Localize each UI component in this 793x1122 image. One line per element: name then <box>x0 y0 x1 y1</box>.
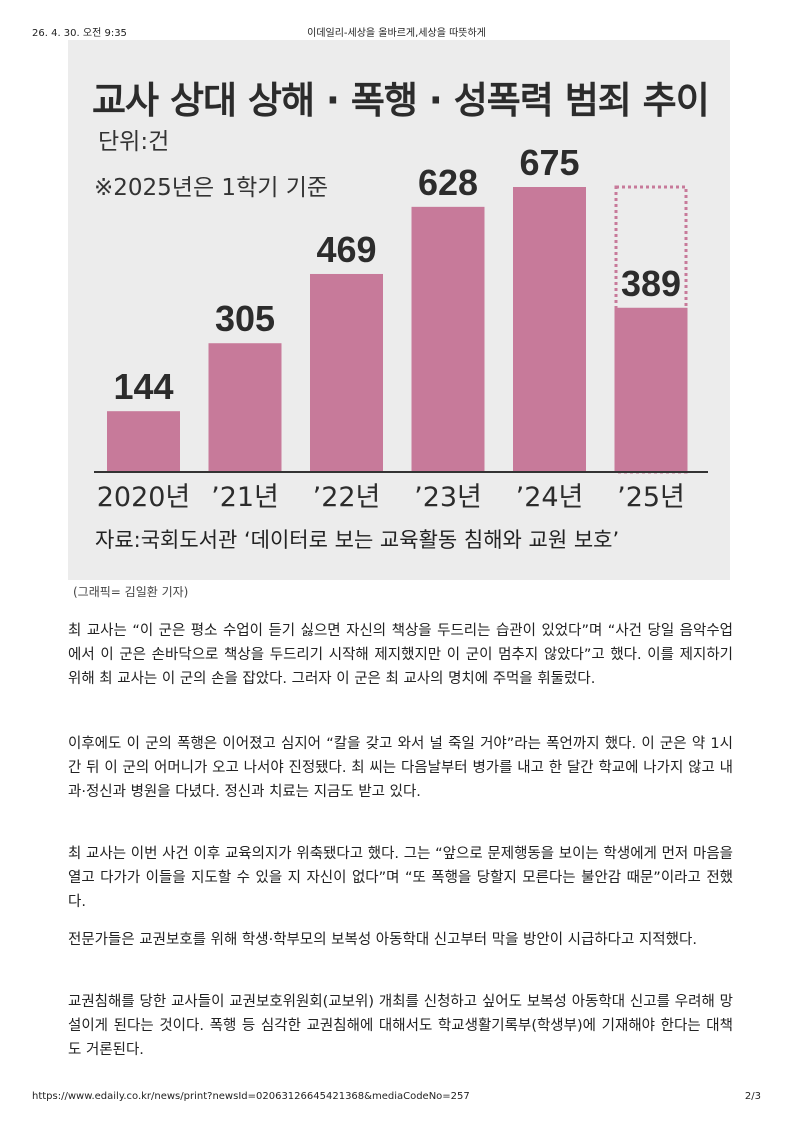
bar-value-label: 469 <box>316 229 376 270</box>
bar <box>310 273 383 472</box>
bar-value-label: 305 <box>215 298 275 339</box>
bar-chart-figure: 144 2020년 305 ’21년 469 ’22년 628 ’23년 675 ’24년 389 ’… <box>68 40 730 580</box>
chart-title: 교사 상대 상해 · 폭행 · 성폭력 범죄 추이 <box>92 79 710 122</box>
chart-unit: 단위:건 <box>98 129 170 155</box>
article-paragraph: 교권침해를 당한 교사들이 교권보호위원회(교보위) 개최를 신청하고 싶어도 … <box>68 994 733 1058</box>
chart-source: 자료:국회도서관 ‘데이터로 보는 교육활동 침해와 교원 보호’ <box>95 528 620 552</box>
bar <box>513 187 586 472</box>
x-tick-label: ’22년 <box>313 482 381 513</box>
bar-value-label: 389 <box>621 263 681 304</box>
article-paragraph: 전문가들은 교권보호를 위해 학생·학부모의 보복성 아동학대 신고부터 막을 … <box>68 932 697 948</box>
bar <box>208 343 282 472</box>
bar-value-label: 144 <box>113 366 173 407</box>
x-tick-label: ’25년 <box>617 482 685 513</box>
bar <box>107 411 180 472</box>
bar <box>411 206 485 472</box>
x-tick-label: ’21년 <box>211 482 279 513</box>
x-tick-label: 2020년 <box>97 482 191 513</box>
article-paragraph: 이후에도 이 군의 폭행은 이어졌고 심지어 “칼을 갖고 와서 널 죽일 거야… <box>68 736 733 800</box>
x-tick-label: ’24년 <box>516 482 584 513</box>
site-title: 이데일리-세상을 올바르게,세상을 따뜻하게 <box>307 28 486 39</box>
x-tick-label: ’23년 <box>414 482 482 513</box>
chart-note: ※2025년은 1학기 기준 <box>94 175 329 201</box>
page-number: 2/3 <box>744 1091 761 1102</box>
page-url: https://www.edaily.co.kr/news/print?news… <box>32 1091 470 1102</box>
article-paragraph: 최 교사는 이번 사건 이후 교육의지가 위축됐다고 했다. 그는 “앞으로 문… <box>68 846 733 910</box>
bar <box>614 307 688 472</box>
article-paragraph: 최 교사는 “이 군은 평소 수업이 듣기 싫으면 자신의 책상을 두드리는 습… <box>68 623 733 687</box>
bar-chart: 144 2020년 305 ’21년 469 ’22년 628 ’23년 675 ’24년 389 ’… <box>94 142 708 513</box>
bar-value-label: 628 <box>418 162 478 203</box>
bar-value-label: 675 <box>519 142 579 183</box>
print-datetime: 26. 4. 30. 오전 9:35 <box>32 28 127 39</box>
figure-caption: (그래픽= 김일환 기자) <box>73 585 189 599</box>
